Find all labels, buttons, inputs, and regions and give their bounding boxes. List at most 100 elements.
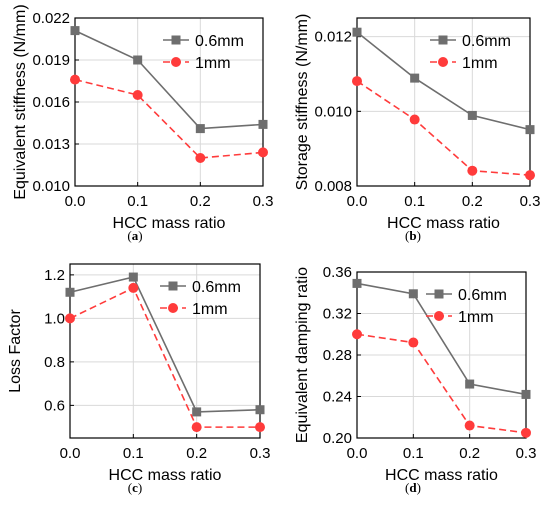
chart-panel-a: 0.0 0.1 0.2 0.3 0.010 0.013 0.016 0.019 0.022 HCC… <box>12 4 273 243</box>
x-tick-label: 0.3 <box>250 445 271 462</box>
panel-label: (c) <box>128 480 142 495</box>
series-line-1mm <box>356 80 531 176</box>
legend-marker-circle <box>171 57 181 67</box>
data-point-circle <box>464 420 475 431</box>
x-tick-label: 0.0 <box>60 445 81 462</box>
y-tick-label: 0.32 <box>323 306 352 323</box>
y-axis-label: Loss Factor <box>7 309 24 393</box>
legend-label: 1mm <box>192 301 228 318</box>
x-tick-label: 0.2 <box>186 445 207 462</box>
y-tick-label: 0.019 <box>32 52 70 69</box>
data-point-square <box>195 124 205 134</box>
panel-label: (b) <box>405 228 421 243</box>
data-point-circle <box>352 329 362 340</box>
x-tick-label: 0.1 <box>123 445 144 462</box>
plot-frame <box>69 263 261 439</box>
y-axis-label: Equivalent damping ratio <box>294 267 311 443</box>
x-tick-label: 0.1 <box>127 193 148 210</box>
y-axis-label: Storage stiffness (N/mm) <box>294 14 311 191</box>
y-tick-label: 1.0 <box>44 310 65 327</box>
legend-marker-circle <box>438 57 448 67</box>
data-point-square <box>467 110 477 120</box>
y-tick-label: 0.012 <box>314 29 352 46</box>
data-point-circle <box>467 165 478 176</box>
chart-panel-b: 0.0 0.1 0.2 0.3 0.008 0.010 0.012 HCC mass rati… <box>294 14 540 243</box>
data-point-square <box>352 278 362 288</box>
data-point-circle <box>352 76 362 87</box>
legend-label: 0.6mm <box>192 279 241 296</box>
data-point-circle <box>409 114 420 125</box>
y-tick-label: 0.8 <box>44 354 65 371</box>
y-tick-label: 1.2 <box>44 267 65 284</box>
data-point-square <box>521 389 531 399</box>
data-point-circle <box>408 337 419 348</box>
y-tick-label: 0.022 <box>32 10 70 27</box>
y-tick-label: 0.010 <box>314 103 352 120</box>
series-line-06mm <box>74 29 264 130</box>
legend-marker-circle <box>434 311 444 321</box>
y-tick-label: 0.28 <box>323 347 352 364</box>
y-tick-label: 0.013 <box>32 136 70 153</box>
series-line-1mm <box>74 78 264 159</box>
x-tick-label: 0.0 <box>65 193 86 210</box>
legend-label: 0.6mm <box>458 287 507 304</box>
legend-marker-square <box>434 289 444 299</box>
legend-label: 0.6mm <box>462 33 511 50</box>
data-point-circle <box>132 90 143 100</box>
x-axis-label: HCC mass ratio <box>109 467 222 484</box>
chart-panel-c: 0.0 0.1 0.2 0.3 0.6 0.8 1.0 1.2 HCC mass ratio Lo… <box>7 263 271 495</box>
legend-marker-square <box>438 35 448 45</box>
data-point-square <box>128 272 138 282</box>
data-point-square <box>258 119 268 129</box>
data-point-square <box>70 26 80 36</box>
x-tick-label: 0.2 <box>462 193 483 210</box>
x-tick-label: 0.1 <box>403 445 424 462</box>
x-tick-label: 0.2 <box>190 193 211 210</box>
data-point-square <box>465 379 475 389</box>
data-point-circle <box>258 147 268 158</box>
panel-label: (a) <box>127 228 142 243</box>
x-tick-label: 0.0 <box>347 445 368 462</box>
y-tick-label: 0.016 <box>32 94 70 111</box>
data-point-square <box>65 287 75 297</box>
data-point-circle <box>525 170 535 181</box>
legend-marker-circle <box>168 303 178 313</box>
data-point-square <box>410 73 420 83</box>
data-point-square <box>352 27 362 37</box>
legend-label: 0.6mm <box>195 33 244 50</box>
data-point-circle <box>128 282 139 293</box>
x-tick-label: 0.3 <box>253 193 274 210</box>
data-point-circle <box>65 313 75 324</box>
y-tick-label: 0.6 <box>44 397 65 414</box>
panel-label: (d) <box>405 480 421 495</box>
data-point-square <box>525 125 535 135</box>
data-point-circle <box>191 422 202 433</box>
data-point-square <box>408 289 418 299</box>
data-point-circle <box>195 153 206 163</box>
series-line-1mm <box>69 286 260 428</box>
x-tick-label: 0.3 <box>520 193 541 210</box>
x-axis-label: HCC mass ratio <box>113 215 226 232</box>
x-tick-label: 0.3 <box>516 445 537 462</box>
x-tick-label: 0.2 <box>459 445 480 462</box>
y-axis-label: Equivalent stiffness (N/mm) <box>12 4 29 199</box>
series-line-1mm <box>356 333 527 434</box>
legend-label: 1mm <box>458 309 494 326</box>
y-tick-label: 0.20 <box>323 430 352 447</box>
y-tick-label: 0.010 <box>32 178 70 195</box>
x-tick-label: 0.0 <box>347 193 368 210</box>
data-point-square <box>192 407 202 417</box>
data-point-square <box>133 55 143 65</box>
legend-label: 1mm <box>462 55 498 72</box>
data-point-circle <box>521 427 531 438</box>
series-line-06mm <box>69 276 261 413</box>
y-tick-label: 0.24 <box>323 389 352 406</box>
x-tick-label: 0.1 <box>404 193 425 210</box>
legend-marker-square <box>171 35 181 45</box>
series-line-06mm <box>356 282 527 396</box>
y-tick-label: 0.008 <box>314 178 352 195</box>
data-point-square <box>255 405 265 415</box>
data-point-circle <box>70 74 80 85</box>
x-axis-label: HCC mass ratio <box>385 467 498 484</box>
